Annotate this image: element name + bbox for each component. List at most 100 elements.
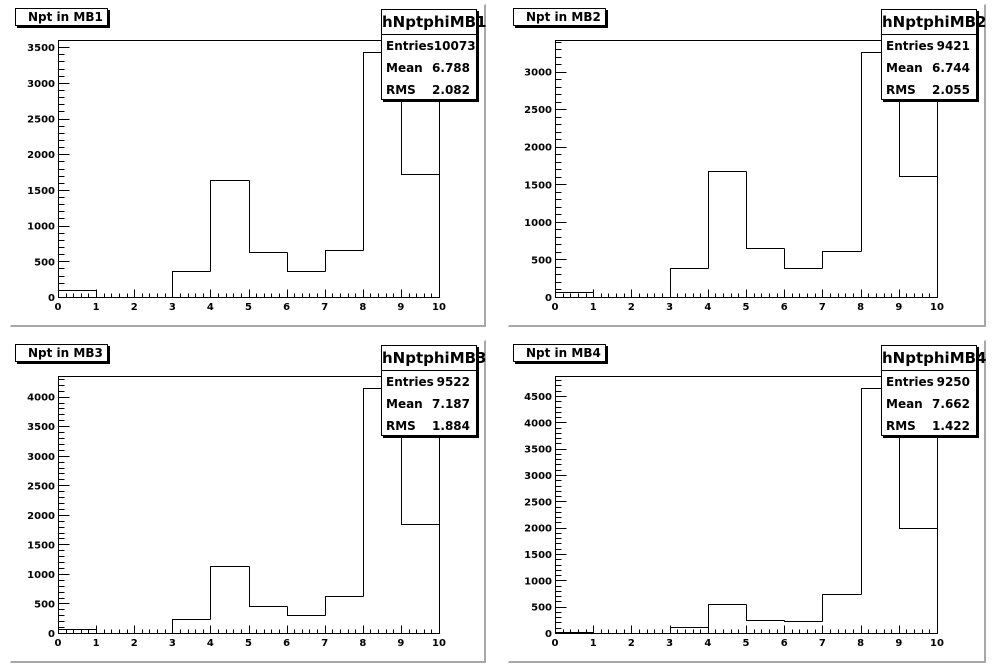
x-tick-label: 10 xyxy=(432,638,446,649)
histogram-bin xyxy=(325,250,364,272)
histogram-bin xyxy=(670,627,709,634)
y-tick-label: 2000 xyxy=(524,143,552,154)
stats-row: RMS 1.884 xyxy=(382,415,476,437)
x-tick-label: 10 xyxy=(432,302,446,313)
y-tick-label: 4500 xyxy=(524,392,552,403)
y-tick-label: 3000 xyxy=(27,452,55,463)
x-tick-label: 9 xyxy=(397,638,404,649)
y-tick-label: 2500 xyxy=(524,497,552,508)
y-tick-label: 1000 xyxy=(524,576,552,587)
x-tick-label: 3 xyxy=(169,302,176,313)
x-tick-label: 8 xyxy=(857,638,864,649)
x-tick-label: 8 xyxy=(359,638,366,649)
histogram-bin xyxy=(401,52,440,298)
x-tick-label: 2 xyxy=(131,302,138,313)
histogram-bin xyxy=(287,252,326,272)
y-tick-label: 3500 xyxy=(27,422,55,433)
y-tick-label: 3000 xyxy=(27,79,55,90)
stats-value: 7.662 xyxy=(932,397,970,411)
histogram-bin xyxy=(784,620,823,622)
histogram-bin xyxy=(822,594,862,622)
x-tick-label: 2 xyxy=(628,638,635,649)
x-tick-label: 4 xyxy=(704,302,711,313)
histogram-bin xyxy=(325,596,364,616)
x-tick-label: 10 xyxy=(930,638,944,649)
stats-label: Entries xyxy=(886,375,934,389)
stats-value: 9421 xyxy=(936,39,970,53)
histogram-bin xyxy=(210,180,250,272)
histogram-bin xyxy=(555,632,594,634)
histogram-bin xyxy=(249,180,288,253)
stats-value: 9250 xyxy=(936,375,970,389)
x-tick-label: 0 xyxy=(552,302,559,313)
y-tick-label: 2500 xyxy=(524,105,552,116)
x-tick-label: 9 xyxy=(397,302,404,313)
histogram-bin xyxy=(822,251,862,269)
x-tick-label: 0 xyxy=(55,638,62,649)
histogram-bin xyxy=(746,171,785,249)
stats-row: Mean 6.744 xyxy=(882,57,976,79)
histogram-bin xyxy=(555,292,594,298)
y-tick-label: 500 xyxy=(531,603,552,614)
y-tick-label: 1000 xyxy=(524,218,552,229)
histogram-bin xyxy=(249,566,288,607)
y-tick-label: 1500 xyxy=(524,180,552,191)
histogram-bin xyxy=(708,604,747,628)
x-tick-label: 0 xyxy=(55,302,62,313)
x-tick-label: 5 xyxy=(743,302,750,313)
stats-histogram-name: hNptphiMB4 xyxy=(882,346,987,371)
y-tick-label: 1500 xyxy=(524,550,552,561)
x-tick-label: 1 xyxy=(590,638,597,649)
y-tick-label: 2000 xyxy=(524,524,552,535)
y-tick-label: 0 xyxy=(545,293,552,304)
y-tick-label: 1000 xyxy=(27,570,55,581)
y-tick-label: 0 xyxy=(48,293,55,304)
y-tick-label: 3000 xyxy=(524,68,552,79)
x-tick-label: 3 xyxy=(666,638,673,649)
stats-label: Mean xyxy=(886,61,923,75)
histogram-bin xyxy=(58,290,97,298)
y-tick-label: 2000 xyxy=(27,511,55,522)
stats-box: hNptphiMB4 Entries 9250 Mean 7.662 RMS 1.422 xyxy=(881,345,987,436)
histogram-pad: 0 500 1000 1500 2000 2500 3000 3500 4000 0 1 2 3 4 5 6 7… xyxy=(10,340,487,663)
histogram-bin xyxy=(708,171,747,269)
x-tick-label: 6 xyxy=(283,302,290,313)
x-tick-label: 6 xyxy=(283,638,290,649)
x-tick-label: 4 xyxy=(207,638,214,649)
histogram-bin xyxy=(96,290,135,298)
histogram-bin xyxy=(58,629,97,634)
stats-value: 6.744 xyxy=(932,61,970,75)
stats-row: RMS 2.055 xyxy=(882,79,976,101)
y-tick-label: 2500 xyxy=(27,115,55,126)
stats-row: Entries 9250 xyxy=(882,371,976,393)
stats-value: 2.082 xyxy=(432,83,470,97)
stats-row: Entries 9522 xyxy=(382,371,476,393)
stats-box: hNptphiMB1 Entries 10073 Mean 6.788 RMS 2.082 xyxy=(381,9,487,100)
histogram-plot: 0 500 1000 1500 2000 2500 3000 3500 4000 0 1 2 3 4 5 6 7… xyxy=(27,376,446,649)
histogram-title: Npt in MB2 xyxy=(513,8,606,26)
histogram-bin xyxy=(172,271,211,298)
stats-label: Entries xyxy=(386,39,434,53)
x-tick-label: 5 xyxy=(245,638,252,649)
x-tick-label: 9 xyxy=(895,638,902,649)
stats-label: Entries xyxy=(886,39,934,53)
x-tick-label: 8 xyxy=(857,302,864,313)
x-tick-label: 3 xyxy=(666,302,673,313)
histogram-bin xyxy=(96,629,135,634)
histogram-pad: 0 500 1000 1500 2000 2500 3000 0 1 2 3 4 5 6 7 8 9 10 Npt … xyxy=(508,4,987,327)
stats-label: RMS xyxy=(886,419,916,433)
stats-label: Mean xyxy=(886,397,923,411)
stats-histogram-name: hNptphiMB1 xyxy=(382,10,487,35)
x-tick-label: 1 xyxy=(93,638,100,649)
histogram-bin xyxy=(746,604,785,621)
histogram-bin xyxy=(899,388,938,634)
stats-row: Mean 7.187 xyxy=(382,393,476,415)
histogram-title: Npt in MB1 xyxy=(15,8,108,26)
stats-row: Entries 9421 xyxy=(882,35,976,57)
stats-label: Mean xyxy=(386,61,423,75)
x-tick-label: 2 xyxy=(628,302,635,313)
stats-label: Entries xyxy=(386,375,434,389)
x-tick-label: 5 xyxy=(245,302,252,313)
stats-histogram-name: hNptphiMB2 xyxy=(882,10,987,35)
